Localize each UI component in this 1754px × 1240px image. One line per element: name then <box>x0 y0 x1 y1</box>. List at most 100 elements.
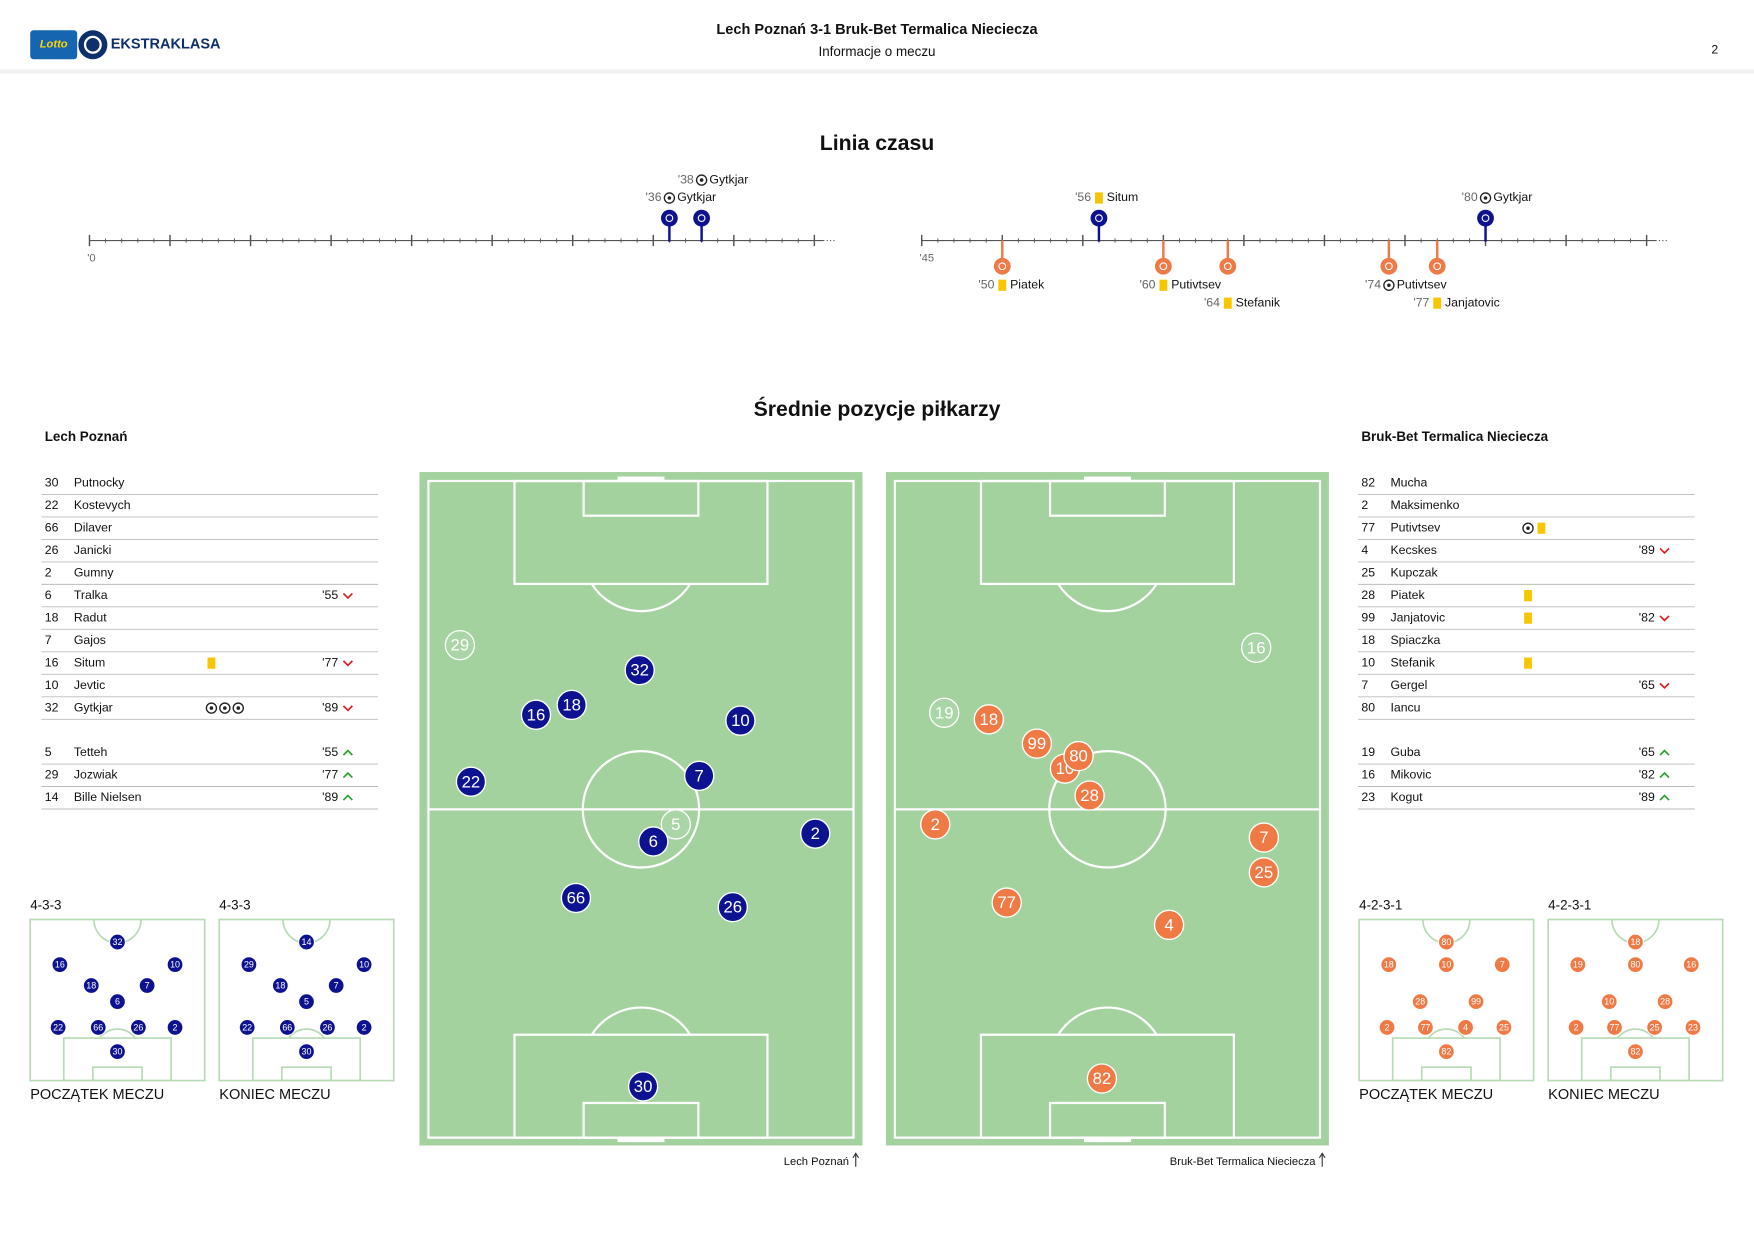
lineup-player-number: 28 <box>1415 997 1425 1007</box>
average-position-number: 10 <box>731 711 750 730</box>
player-name: Dilaver <box>74 520 112 534</box>
lineup-player-number: 18 <box>1630 937 1640 947</box>
lineup-player <box>1438 933 1455 951</box>
lineup-player <box>355 1019 373 1036</box>
lineup-player-number: 29 <box>244 960 254 970</box>
event-minute: '74 <box>1365 278 1381 292</box>
goal <box>1083 476 1131 482</box>
average-position-number: 7 <box>1259 828 1268 847</box>
average-position <box>683 760 715 792</box>
average-position <box>520 699 552 730</box>
lineup-player <box>1417 1019 1434 1036</box>
sub-in-arrow <box>1659 771 1670 779</box>
timeline-start-label: '45 <box>920 252 935 264</box>
yellow-card-icon <box>1223 297 1232 309</box>
formation: 4-3-3 <box>219 898 250 913</box>
event-pin <box>993 257 1011 275</box>
average-position-number: 82 <box>1093 1069 1112 1088</box>
player-number: 16 <box>45 655 59 669</box>
player-name: Jozwiak <box>74 768 119 782</box>
average-position <box>1248 857 1280 888</box>
lineup-player-number: 4 <box>1463 1022 1468 1032</box>
mini-penalty-arc <box>98 1028 137 1039</box>
goal-icon-center <box>667 196 672 200</box>
yellow-card-icon <box>998 279 1007 291</box>
average-position-number: 99 <box>1028 734 1047 753</box>
average-position-number: 18 <box>980 710 999 729</box>
logo-badge <box>30 30 78 60</box>
average-position <box>1240 632 1272 664</box>
sub-in-arrow <box>342 749 353 756</box>
sub-out-minute: '77 <box>322 655 338 669</box>
average-position-number: 7 <box>695 766 704 785</box>
average-position-number: 32 <box>630 661 649 680</box>
lineup-player <box>1600 993 1618 1010</box>
player-number: 10 <box>45 678 59 692</box>
center-circle <box>1048 750 1167 869</box>
mini-penalty-arc <box>1427 1028 1465 1039</box>
sub-out-arrow <box>1659 682 1670 690</box>
lineup-player <box>138 977 156 994</box>
average-position-number: 29 <box>451 636 470 655</box>
player-number: 2 <box>1361 498 1368 512</box>
lineup-label: POCZĄTEK MECZU <box>30 1087 164 1103</box>
average-position <box>627 1071 659 1102</box>
player-number: 66 <box>45 520 59 534</box>
penalty-arc <box>1057 583 1158 613</box>
lineup-label: KONIEC MECZU <box>1548 1087 1659 1103</box>
goal-icon-center <box>1483 196 1488 200</box>
team-name: Lech Poznań <box>45 429 128 444</box>
mini-goal-area <box>1420 1066 1472 1082</box>
formation: 4-2-3-1 <box>1359 898 1402 913</box>
lineup-player-number: 80 <box>1630 960 1640 970</box>
event-pin-dot <box>1384 262 1393 271</box>
goal-icon-center <box>1526 526 1530 531</box>
average-position-number: 26 <box>723 898 742 917</box>
goal <box>617 1137 665 1143</box>
lineup-player <box>298 993 315 1010</box>
page-number: 2 <box>1711 43 1718 57</box>
sub-in-minute: '77 <box>322 768 338 782</box>
lineup-player <box>327 977 345 994</box>
sub-out-arrow <box>1659 547 1670 555</box>
lineup-player-number: 25 <box>1499 1022 1509 1032</box>
lineup-player-number: 23 <box>1688 1022 1698 1032</box>
logo-badge-text: Lotto <box>40 39 68 51</box>
pitch-team-label: Bruk-Bet Termalica Nieciecza <box>1170 1156 1316 1168</box>
event-pin <box>660 209 678 227</box>
mini-goal-area <box>281 1066 332 1082</box>
lineup-label: KONIEC MECZU <box>219 1087 330 1103</box>
event-minute: '36 <box>646 190 662 204</box>
player-number: 26 <box>45 543 59 557</box>
player-name: Guba <box>1390 745 1420 759</box>
logo-text: EKSTRAKLASA <box>111 37 221 53</box>
event-pin-dot <box>697 214 706 223</box>
lineup-player-number: 2 <box>1574 1022 1579 1032</box>
lineup-player <box>298 933 315 951</box>
sub-out-arrow <box>342 592 353 600</box>
lineup-player <box>1411 993 1429 1010</box>
lineup-player-number: 14 <box>302 937 312 947</box>
sub-in-minute: '65 <box>1639 745 1655 759</box>
lineup-label: POCZĄTEK MECZU <box>1359 1087 1493 1103</box>
goal-icon-center <box>209 706 214 710</box>
lineup-player <box>1438 1043 1455 1060</box>
average-position <box>1086 1063 1118 1094</box>
average-position-number: 16 <box>1247 638 1266 657</box>
player-name: Iancu <box>1390 700 1420 714</box>
lineup-player <box>1684 1019 1702 1036</box>
player-number: 99 <box>1361 610 1375 624</box>
lineup-player <box>1682 956 1700 973</box>
lineup-player-number: 10 <box>1441 960 1451 970</box>
sub-in-arrow <box>1659 794 1670 801</box>
lineup-player-number: 18 <box>86 980 96 990</box>
yellow-card-icon <box>1159 279 1168 291</box>
lineup-player <box>279 1019 296 1036</box>
player-number: 10 <box>1361 655 1375 669</box>
yellow-card-icon <box>1524 612 1532 624</box>
event-pin <box>1090 209 1108 227</box>
lineup-player-number: 26 <box>133 1022 143 1032</box>
event-player: Piatek <box>1010 278 1045 292</box>
lineup-player <box>109 993 126 1010</box>
event-pin <box>1219 257 1237 275</box>
